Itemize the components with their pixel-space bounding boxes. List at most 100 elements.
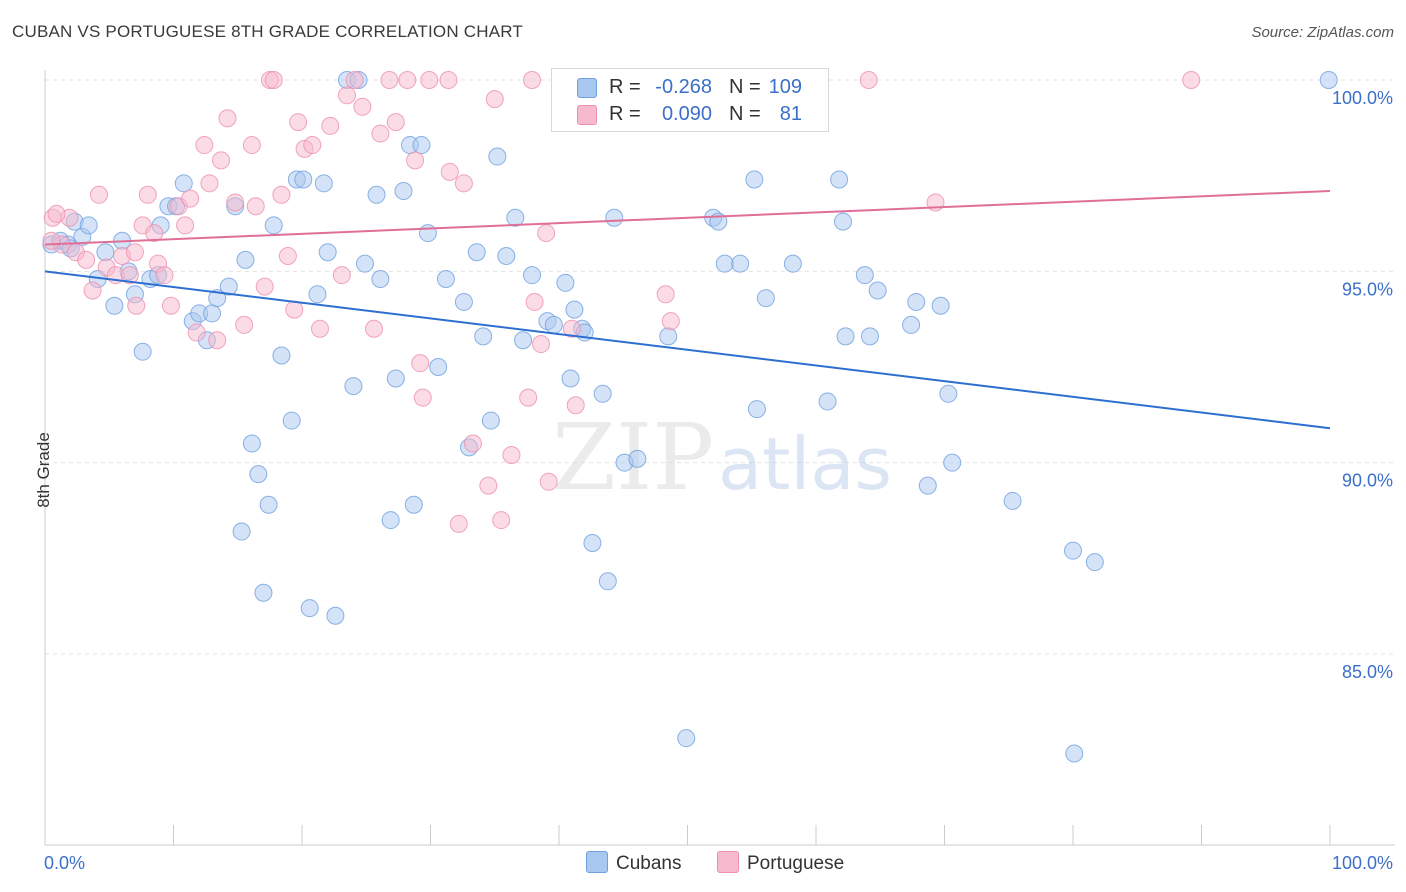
tick-labels: 85.0% 90.0% 95.0% 100.0% 0.0% 100.0%: [44, 88, 1393, 873]
portuguese-swatch: [577, 105, 597, 125]
y-tick-label: 100.0%: [1332, 88, 1393, 108]
portuguese-point: [398, 71, 417, 89]
cubans-point: [429, 358, 448, 376]
n-label: N =: [729, 103, 761, 125]
portuguese-point: [337, 86, 356, 105]
portuguese-point: [235, 315, 254, 334]
portuguese-point: [502, 446, 521, 465]
portuguese-point: [125, 243, 144, 262]
cubans-point: [907, 292, 926, 311]
cubans-point: [264, 216, 283, 235]
portuguese-point: [386, 113, 405, 132]
portuguese-point: [77, 250, 96, 269]
portuguese-point: [127, 296, 146, 315]
cubans-point: [565, 300, 584, 319]
cubans-point: [1003, 491, 1022, 510]
portuguese-point: [176, 216, 195, 235]
portuguese-point: [353, 97, 372, 116]
stats-legend: R = -0.268 N = 109 R = 0.090 N = 81: [551, 68, 829, 132]
portuguese-point: [246, 197, 265, 216]
cubans-point: [105, 296, 124, 315]
cubans-point: [454, 292, 473, 311]
cubans-point: [818, 392, 837, 411]
portuguese-point: [1182, 71, 1201, 89]
watermark-atlas: atlas: [718, 422, 892, 506]
portuguese-point: [83, 281, 102, 300]
portuguese-point: [566, 396, 585, 415]
portuguese-point: [656, 285, 675, 304]
portuguese-point: [411, 354, 430, 373]
portuguese-point: [255, 277, 274, 296]
cubans-point: [174, 174, 193, 193]
portuguese-point: [303, 136, 322, 155]
portuguese-point: [278, 247, 297, 266]
portuguese-point: [145, 224, 164, 243]
cubans-point: [326, 606, 345, 625]
cubans-point: [918, 476, 937, 495]
trend-lines: [44, 189, 1331, 430]
portuguese-point: [406, 151, 425, 170]
r-label: R =: [609, 76, 641, 98]
portuguese-point: [226, 193, 245, 212]
portuguese-points: [42, 71, 1201, 533]
portuguese-point: [272, 185, 291, 204]
cubans-point: [628, 449, 647, 468]
portuguese-point: [532, 335, 551, 354]
cubans-point: [412, 136, 431, 155]
cubans-point: [300, 599, 319, 618]
cubans-point: [294, 170, 313, 189]
cubans-point: [605, 208, 624, 227]
cubans-point: [833, 212, 852, 231]
cubans-point: [79, 216, 98, 235]
cubans-point: [467, 243, 486, 262]
watermark: ZIP atlas: [552, 404, 892, 511]
cubans-point: [593, 384, 612, 403]
portuguese-point: [212, 151, 231, 170]
portuguese-point: [859, 71, 878, 89]
cubans-point: [314, 174, 333, 193]
cubans-point: [96, 243, 115, 262]
cubans-legend-swatch: [586, 851, 608, 873]
portuguese-point: [161, 296, 180, 315]
cubans-point: [1319, 71, 1338, 89]
portuguese-point: [195, 136, 214, 155]
portuguese-point: [89, 185, 108, 204]
portuguese-point: [364, 319, 383, 338]
cubans-point: [367, 185, 386, 204]
cubans-point: [481, 411, 500, 430]
legend-item-cubans[interactable]: Cubans: [586, 851, 682, 875]
portuguese-point: [492, 511, 511, 530]
portuguese-point: [181, 189, 200, 208]
n-label: N =: [729, 76, 761, 98]
portuguese-point: [562, 319, 581, 338]
cubans-point: [232, 522, 251, 541]
cubans-point: [308, 285, 327, 304]
portuguese-legend-label: Portuguese: [747, 853, 845, 874]
r-value: 0.090: [661, 103, 712, 125]
portuguese-point: [138, 185, 157, 204]
cubans-point: [783, 254, 802, 273]
cubans-point: [344, 377, 363, 396]
cubans-point: [394, 181, 413, 200]
cubans-point: [715, 254, 734, 273]
cubans-point: [219, 277, 238, 296]
cubans-point: [860, 327, 879, 346]
legend-item-portuguese[interactable]: Portuguese: [717, 851, 844, 875]
cubans-point: [659, 327, 678, 346]
cubans-point: [272, 346, 291, 365]
cubans-point: [506, 208, 525, 227]
cubans-point: [371, 269, 390, 288]
portuguese-point: [155, 266, 174, 285]
cubans-point: [436, 269, 455, 288]
y-tick-label: 85.0%: [1342, 662, 1393, 682]
cubans-point: [523, 266, 542, 285]
cubans-point: [902, 315, 921, 334]
cubans-point: [556, 273, 575, 292]
cubans-point: [731, 254, 750, 273]
cubans-point: [561, 369, 580, 388]
cubans-point: [242, 434, 261, 453]
portuguese-legend-swatch: [717, 851, 739, 873]
cubans-point: [1064, 541, 1082, 560]
portuguese-point: [218, 109, 237, 128]
y-axis-label: 8th Grade: [33, 432, 53, 508]
